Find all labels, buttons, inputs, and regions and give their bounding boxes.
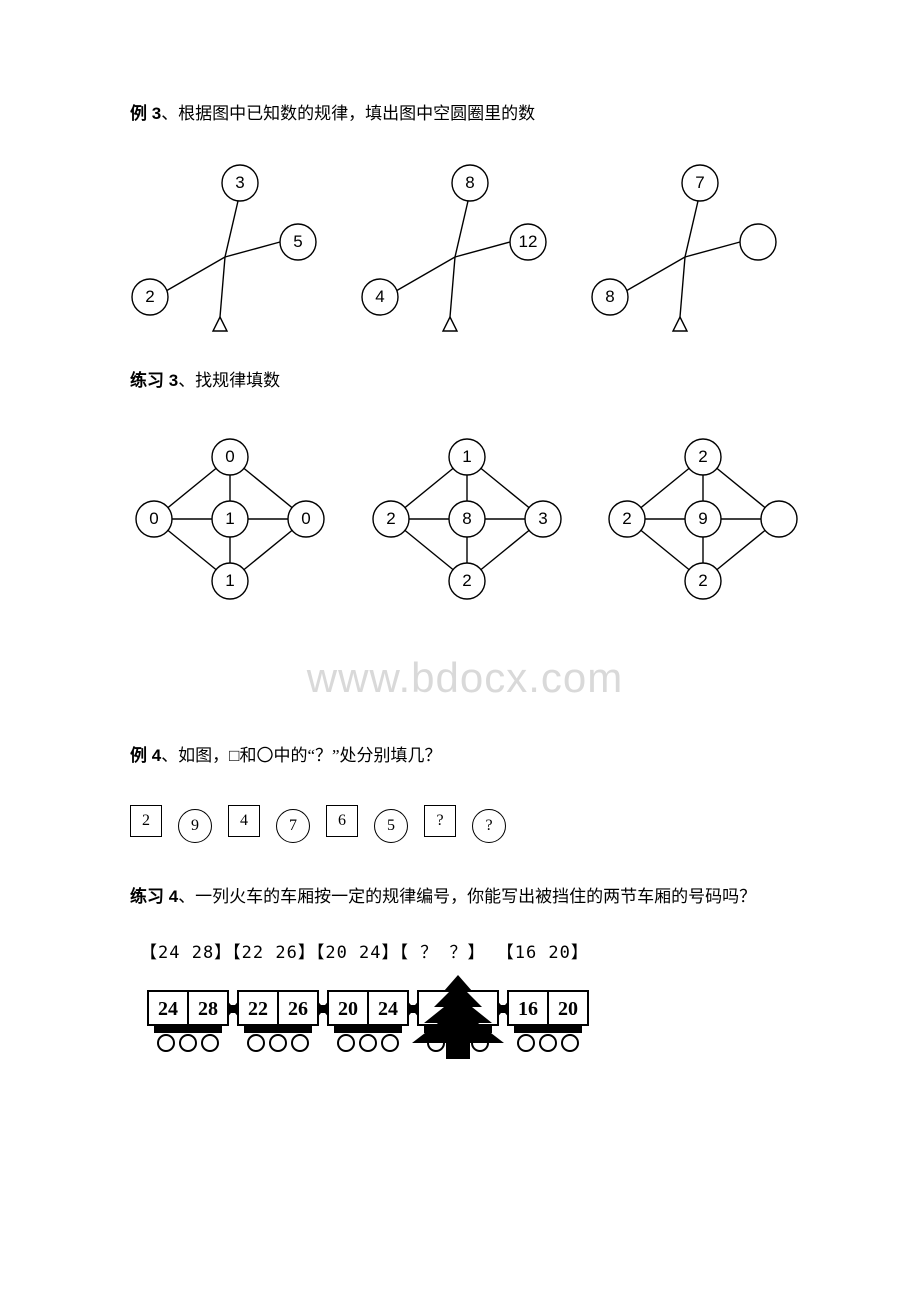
svg-text:28: 28 (198, 998, 218, 1020)
circle-cell: ? (472, 809, 506, 843)
square-cell: 6 (326, 805, 358, 837)
svg-text:2: 2 (699, 571, 708, 590)
svg-text:0: 0 (149, 509, 158, 528)
practice-4-label: 练习 4 (130, 887, 178, 906)
example-3-label: 例 3 (130, 104, 161, 123)
practice-3-title: 练习 3、找规律填数 (130, 367, 800, 394)
svg-text:12: 12 (519, 232, 538, 251)
svg-text:3: 3 (538, 509, 547, 528)
svg-text:8: 8 (462, 509, 471, 528)
cross-figure: 3 2 5 (130, 157, 320, 337)
square-cell: 2 (130, 805, 162, 837)
cross-figure: 8 4 12 (360, 157, 550, 337)
example-4-label: 例 4 (130, 746, 161, 765)
watermark: www.bdocx.com (130, 644, 800, 711)
example-4-sequence: 294765?? (130, 799, 800, 843)
svg-text:24: 24 (158, 998, 178, 1020)
svg-text:2: 2 (623, 509, 632, 528)
practice-4-title: 练习 4、一列火车的车厢按一定的规律编号，你能写出被挡住的两节车厢的号码吗？ (130, 883, 800, 910)
svg-text:20: 20 (338, 998, 358, 1020)
svg-text:8: 8 (465, 173, 474, 192)
svg-text:16: 16 (518, 998, 538, 1020)
svg-text:1: 1 (225, 509, 234, 528)
svg-text:20: 20 (558, 998, 578, 1020)
diamond-figure: 2 2 2 9 (603, 424, 800, 614)
svg-text:8: 8 (605, 287, 614, 306)
svg-text:26: 26 (288, 998, 308, 1020)
practice-4-text: 、一列火车的车厢按一定的规律编号，你能写出被挡住的两节车厢的号码吗？ (178, 887, 756, 906)
practice-4-train: 24 28 22 26 20 24 16 20 (140, 973, 800, 1063)
example-4-title: 例 4、如图，□和〇中的“？”处分别填几？ (130, 742, 800, 769)
square-cell: 4 (228, 805, 260, 837)
practice-3-label: 练习 3 (130, 371, 178, 390)
svg-text:4: 4 (375, 287, 384, 306)
svg-text:24: 24 (378, 998, 398, 1020)
svg-text:2: 2 (462, 571, 471, 590)
svg-text:9: 9 (699, 509, 708, 528)
svg-text:0: 0 (225, 447, 234, 466)
svg-text:2: 2 (699, 447, 708, 466)
circle-cell: 9 (178, 809, 212, 843)
circle-cell: 5 (374, 809, 408, 843)
practice-3-figures: 0 0 0 1 1 1 2 3 2 8 2 2 2 9 (130, 424, 800, 614)
svg-text:0: 0 (301, 509, 310, 528)
cross-figure: 78 (590, 157, 780, 337)
practice-4-cars-text: 【24 28】【22 26】【20 24】【 ？ ？】 【16 20】 (140, 940, 800, 967)
example-3-title: 例 3、根据图中已知数的规律，填出图中空圆圈里的数 (130, 100, 800, 127)
example-4-text: 、如图，□和〇中的“？”处分别填几？ (161, 746, 441, 765)
diamond-figure: 1 2 3 2 8 (367, 424, 564, 614)
svg-text:1: 1 (462, 447, 471, 466)
svg-text:1: 1 (225, 571, 234, 590)
train-illustration: 24 28 22 26 20 24 16 20 (140, 973, 660, 1063)
example-3-figures: 325841278 (130, 157, 800, 337)
diamond-figure: 0 0 0 1 1 (130, 424, 327, 614)
circle-cell: 7 (276, 809, 310, 843)
square-cell: ? (424, 805, 456, 837)
svg-text:22: 22 (248, 998, 268, 1020)
svg-text:3: 3 (235, 173, 244, 192)
example-3-text: 、根据图中已知数的规律，填出图中空圆圈里的数 (161, 104, 535, 123)
svg-text:5: 5 (293, 232, 302, 251)
svg-text:7: 7 (695, 173, 704, 192)
svg-text:2: 2 (145, 287, 154, 306)
practice-3-text: 、找规律填数 (178, 371, 280, 390)
svg-text:2: 2 (386, 509, 395, 528)
